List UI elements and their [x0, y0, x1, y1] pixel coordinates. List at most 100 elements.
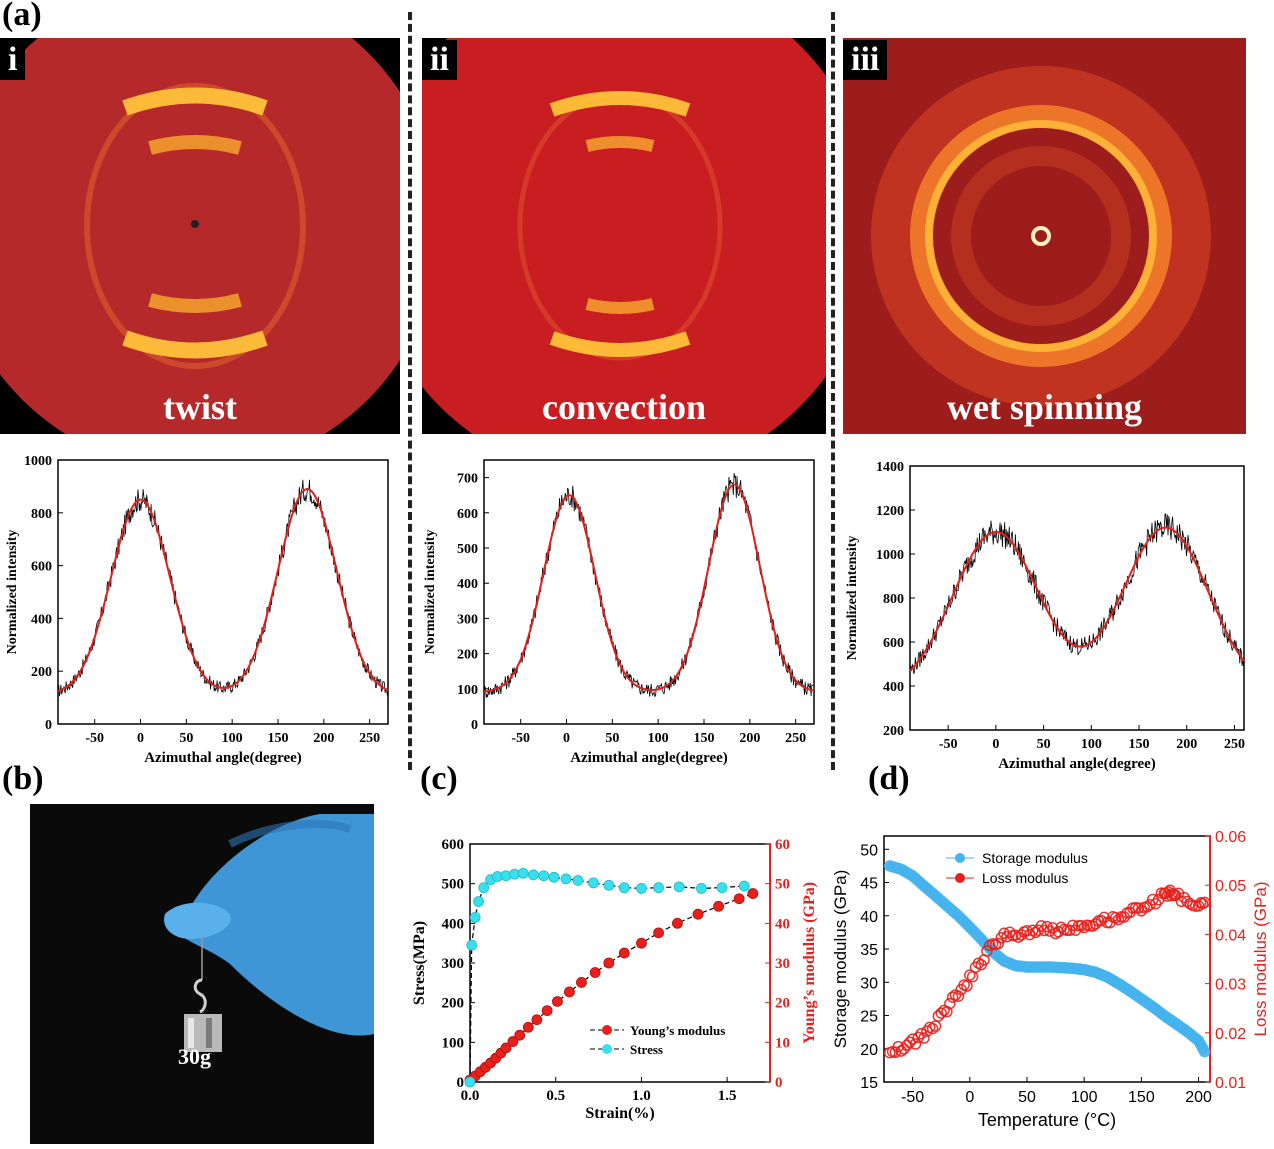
data-point [1029, 926, 1042, 939]
data-point [992, 937, 1005, 950]
data-point [538, 870, 550, 882]
y-tick-label: 0 [45, 718, 52, 733]
y-tick-label: 500 [442, 877, 465, 893]
weight-label: 30g [178, 1044, 211, 1069]
y2-tick-label: 0.03 [1215, 977, 1246, 994]
data-point [912, 1031, 925, 1044]
pattern-roman-i: i [0, 40, 26, 80]
data-point [473, 896, 484, 907]
data-point [560, 873, 572, 885]
y-tick-label: 800 [31, 507, 52, 522]
y-tick-label: 15 [860, 1075, 878, 1092]
series-line-fit [483, 483, 815, 693]
data-point [636, 883, 647, 894]
data-point [733, 893, 745, 905]
data-point [673, 881, 685, 893]
data-point [1044, 925, 1056, 937]
pattern-roman-iii: iii [843, 40, 888, 80]
xrd-pattern-twist: i twist [0, 38, 400, 434]
data-point [921, 1025, 933, 1037]
x-tick-label: 0 [965, 1089, 974, 1106]
series-line-fit [57, 487, 389, 693]
data-point [572, 875, 584, 886]
x-axis-label: Temperature (°C) [978, 1110, 1116, 1130]
pattern-roman-ii: ii [422, 40, 457, 80]
y-tick-label: 1200 [876, 504, 904, 519]
y2-tick-label: 0.05 [1215, 878, 1246, 895]
data-point [747, 888, 759, 899]
stress-strain-chart: 0.0 0.5 1.0 1.5 0 100 200 300 400 500 600 0 10 20 30 40… [411, 837, 818, 1122]
x-tick-label: 250 [1224, 737, 1245, 752]
data-point [1198, 896, 1211, 909]
x-tick-label: -50 [939, 737, 958, 752]
data-point [1112, 913, 1125, 926]
legend-label: Stress [630, 1042, 663, 1057]
series-line-raw [909, 513, 1244, 675]
x-tick-label: 200 [1176, 737, 1197, 752]
pattern-label-twist: twist [163, 387, 237, 427]
data-point [946, 991, 959, 1003]
x-tick-label: -50 [901, 1089, 924, 1106]
data-point [636, 937, 647, 949]
x-tick-label: 100 [1071, 1089, 1098, 1106]
plot-frame [483, 459, 815, 725]
data-point [952, 990, 965, 1002]
y-tick-label: 0 [457, 1075, 465, 1091]
plot-frame [909, 465, 1245, 731]
data-point [588, 877, 599, 889]
y-tick-label: 30 [860, 975, 878, 992]
legend-marker [955, 853, 965, 863]
pattern-label-convection: convection [542, 387, 706, 427]
panel-label-c: (c) [420, 760, 458, 797]
data-point [541, 1005, 553, 1017]
data-point [1132, 902, 1145, 914]
data-point [918, 1032, 930, 1044]
y-tick-label: 45 [860, 876, 878, 893]
x-axis-label: Azimuthal angle(degree) [570, 750, 728, 766]
x-tick-label: 250 [359, 731, 380, 746]
data-point [564, 986, 575, 998]
x-tick-label: 200 [1185, 1089, 1212, 1106]
y-tick-label: 300 [457, 612, 478, 627]
series-line-raw [57, 479, 388, 697]
x-tick-label: 50 [1018, 1089, 1036, 1106]
x-tick-label: 1.0 [632, 1088, 651, 1104]
y-tick-label: 800 [883, 592, 904, 607]
data-point [618, 882, 630, 894]
y-tick-label: 1400 [876, 460, 904, 475]
y-tick-label: 300 [442, 956, 465, 972]
data-point [478, 882, 490, 894]
data-point [901, 1039, 913, 1052]
data-point [713, 900, 724, 912]
x-tick-label: 100 [222, 731, 243, 746]
data-point [653, 927, 664, 939]
y-tick-label: 1000 [876, 548, 904, 563]
x-tick-label: 0.5 [546, 1088, 565, 1104]
y-tick-label: 400 [442, 916, 465, 932]
legend-marker [602, 1044, 612, 1054]
y-tick-label: 100 [442, 1035, 465, 1051]
y2-tick-label: 0 [775, 1075, 783, 1091]
x-tick-label: 0.0 [461, 1088, 480, 1104]
data-point [589, 967, 601, 978]
plot-frame [57, 459, 389, 725]
y2-tick-label: 40 [775, 916, 790, 932]
y-tick-label: 400 [883, 680, 904, 695]
data-point [1075, 919, 1088, 932]
y2-tick-label: 0.01 [1215, 1075, 1246, 1092]
data-point [1089, 918, 1102, 930]
data-point [517, 867, 529, 879]
x-tick-label: 0 [563, 731, 570, 746]
x-tick-label: 150 [268, 731, 289, 746]
data-point [464, 1076, 476, 1088]
data-point [696, 883, 707, 894]
x-tick-label: 250 [785, 731, 806, 746]
y2-tick-label: 30 [775, 956, 790, 972]
x-tick-label: 100 [648, 731, 669, 746]
y-tick-label: 400 [31, 612, 52, 627]
data-point [903, 1036, 916, 1049]
y-tick-label: 500 [457, 542, 478, 557]
data-point [944, 997, 956, 1010]
data-point [1181, 895, 1193, 908]
data-point [929, 1020, 942, 1032]
